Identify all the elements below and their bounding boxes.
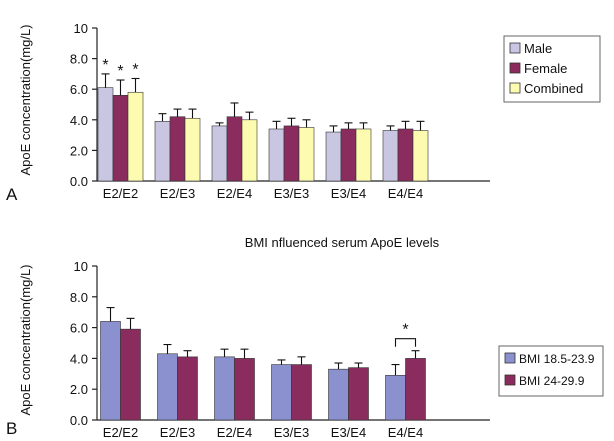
panel-b-bars (100, 307, 426, 421)
panel-a-bar-female-e2-e3 (169, 116, 186, 182)
panel-a-bar-combined-e2-e3 (184, 117, 201, 182)
panel-b-title: BMI nfluenced serum ApoE levels (245, 235, 440, 250)
panel-a-significance-star: * (102, 57, 108, 74)
panel-a-legend-swatch (509, 42, 521, 54)
panel-a-x-tick-label: E2/E2 (103, 186, 138, 201)
panel-b-bar-bmi-18-5-23-9-e2-e4 (214, 356, 235, 421)
panel-a-significance-star: * (132, 61, 138, 78)
panel-a-y-tick-label: 8.0 (70, 52, 88, 67)
panel-a-bar-combined-e3-e4 (355, 128, 372, 182)
panel-b-x-tick-label: E3/E4 (331, 425, 366, 440)
panel-b-y-tick-label: 8.0 (70, 290, 88, 305)
panel-b-x-tick-label: E2/E4 (217, 425, 252, 440)
panel-a-bar-male-e3-e4 (325, 131, 342, 182)
panel-a-y-tick-label: 6.0 (70, 82, 88, 97)
panel-b-legend-label: BMI 24-29.9 (519, 374, 585, 388)
panel-b-y-tick-label: 4.0 (70, 351, 88, 366)
panel-b-bar-bmi-18-5-23-9-e2-e2 (100, 321, 121, 421)
panel-a-legend: Male Female Combined (503, 35, 601, 103)
panel-b-legend-label: BMI 18.5-23.9 (519, 352, 595, 366)
panel-b-bar-bmi-18-5-23-9-e3-e4 (328, 368, 349, 421)
panel-a-x-tick-label: E2/E3 (160, 186, 195, 201)
panel-b-legend-swatch (504, 352, 516, 364)
panel-a-significance-star: * (117, 63, 123, 80)
panel-a-legend-swatch (509, 82, 521, 94)
panel-a-legend-label: Combined (524, 81, 583, 96)
panel-a-bar-female-e4-e4 (397, 128, 414, 182)
panel-a-bar-male-e2-e4 (211, 125, 228, 182)
panel-b-annotations: * (394, 322, 417, 347)
panel-b-x-tick-label: E3/E3 (274, 425, 309, 440)
panel-a-bar-combined-e2-e4 (241, 119, 258, 182)
panel-a-legend-label: Male (524, 41, 552, 56)
panel-b-y-tick-label: 0.0 (70, 413, 88, 428)
panel-a-bar-male-e3-e3 (268, 128, 285, 182)
panel-b-y-axis-label: ApoE concentration(mg/L) (18, 264, 33, 415)
panel-a-x-ticks: E2/E2 E2/E3 E2/E4 E3/E3 E3/E4 E4/E4 (103, 186, 423, 201)
panel-b-label: B (6, 419, 17, 438)
panel-a: A ApoE concentration(mg/L) 0.0 2.0 4.0 6.0 8… (6, 21, 601, 204)
panel-b-y-tick-label: 2.0 (70, 382, 88, 397)
panel-a-legend-label: Female (524, 61, 567, 76)
panel-a-bar-female-e2-e4 (226, 116, 243, 182)
panel-b: B BMI nfluenced serum ApoE levels ApoE c… (6, 235, 604, 440)
panel-b-bar-bmi-24-29-9-e2-e3 (177, 356, 198, 421)
panel-a-y-ticks: 0.0 2.0 4.0 6.0 8.0 10 (70, 21, 97, 189)
panel-b-x-tick-label: E2/E3 (160, 425, 195, 440)
panel-b-bar-bmi-18-5-23-9-e3-e3 (271, 364, 292, 421)
panel-b-bar-bmi-24-29-9-e4-e4 (405, 358, 426, 421)
panel-a-annotations: * * * (102, 57, 138, 80)
panel-a-label: A (6, 185, 18, 204)
panel-a-x-tick-label: E3/E3 (274, 186, 309, 201)
panel-b-bar-bmi-24-29-9-e3-e3 (291, 364, 312, 421)
panel-b-bar-bmi-18-5-23-9-e4-e4 (385, 375, 406, 421)
panel-b-x-tick-label: E2/E2 (103, 425, 138, 440)
panel-b-x-tick-label: E4/E4 (388, 425, 423, 440)
panel-a-y-tick-label: 0.0 (70, 174, 88, 189)
panel-a-y-tick-label: 4.0 (70, 113, 88, 128)
panel-a-x-tick-label: E3/E4 (331, 186, 366, 201)
panel-a-bar-female-e3-e3 (283, 125, 300, 182)
panel-a-y-axis-label: ApoE concentration(mg/L) (18, 24, 33, 175)
panel-a-bar-female-e3-e4 (340, 128, 357, 182)
panel-b-significance-bracket (394, 338, 417, 347)
panel-a-bar-combined-e4-e4 (412, 130, 429, 182)
panel-a-bar-male-e2-e3 (154, 121, 171, 182)
panel-b-significance-star: * (402, 322, 408, 339)
panel-a-bar-combined-e2-e2 (127, 91, 144, 182)
panel-a-y-tick-label: 10 (74, 21, 88, 36)
panel-b-bar-bmi-24-29-9-e2-e2 (120, 328, 141, 421)
panel-b-legend-swatch (504, 374, 516, 386)
panel-b-x-ticks: E2/E2 E2/E3 E2/E4 E3/E3 E3/E4 E4/E4 (103, 425, 423, 440)
panel-b-bar-bmi-18-5-23-9-e2-e3 (157, 353, 178, 421)
panel-b-y-tick-label: 10 (74, 259, 88, 274)
panel-b-bar-bmi-24-29-9-e2-e4 (234, 358, 255, 421)
panel-b-y-tick-label: 6.0 (70, 321, 88, 336)
panel-a-y-tick-label: 2.0 (70, 143, 88, 158)
panel-a-x-tick-label: E2/E4 (217, 186, 252, 201)
panel-a-bars (97, 73, 429, 182)
panel-a-bar-combined-e3-e3 (298, 127, 315, 182)
panel-a-x-tick-label: E4/E4 (388, 186, 423, 201)
panel-a-bar-male-e4-e4 (382, 130, 399, 182)
panel-a-legend-swatch (509, 62, 521, 74)
panel-b-legend: BMI 18.5-23.9 BMI 24-29.9 (498, 345, 604, 397)
panel-a-bar-female-e2-e2 (112, 95, 129, 182)
panel-b-legend-frame (498, 345, 604, 397)
panel-b-y-ticks: 0.0 2.0 4.0 6.0 8.0 10 (70, 259, 97, 428)
panel-a-bar-male-e2-e2 (97, 87, 114, 182)
panel-b-bar-bmi-24-29-9-e3-e4 (348, 367, 369, 421)
